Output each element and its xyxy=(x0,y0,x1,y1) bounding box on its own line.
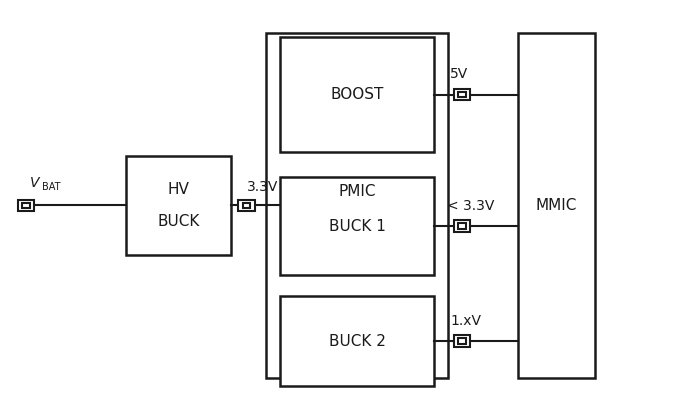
Bar xyxy=(458,92,466,97)
Text: BAT: BAT xyxy=(42,182,60,192)
Bar xyxy=(266,33,448,378)
Bar xyxy=(458,338,466,344)
Bar xyxy=(280,37,434,152)
Text: BUCK 2: BUCK 2 xyxy=(328,334,386,349)
Bar xyxy=(280,177,434,275)
Bar xyxy=(454,335,470,347)
Text: PMIC: PMIC xyxy=(338,184,376,199)
Bar xyxy=(126,156,231,255)
Bar xyxy=(454,89,470,100)
Bar xyxy=(238,200,255,211)
Text: V: V xyxy=(30,176,40,190)
Text: MMIC: MMIC xyxy=(536,198,578,213)
Text: < 3.3V: < 3.3V xyxy=(447,199,494,212)
Bar xyxy=(280,296,434,386)
Text: 1.xV: 1.xV xyxy=(450,314,481,328)
Text: 5V: 5V xyxy=(450,67,468,81)
Bar xyxy=(22,203,29,208)
Text: BOOST: BOOST xyxy=(330,87,384,102)
Text: 3.3V: 3.3V xyxy=(247,180,279,194)
Text: BUCK 1: BUCK 1 xyxy=(328,219,386,233)
Bar xyxy=(454,220,470,232)
Bar xyxy=(242,203,251,208)
Bar xyxy=(518,33,595,378)
Text: HV: HV xyxy=(167,182,190,196)
Text: BUCK: BUCK xyxy=(158,215,199,229)
Bar xyxy=(18,200,34,211)
Bar xyxy=(458,223,466,229)
